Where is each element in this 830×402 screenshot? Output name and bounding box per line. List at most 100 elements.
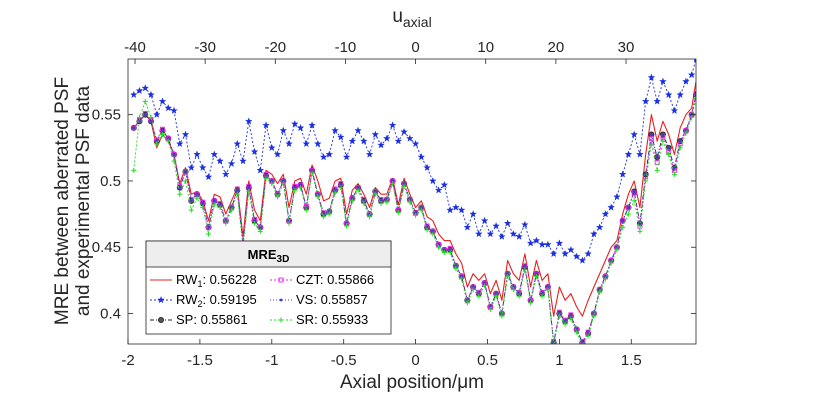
data-point bbox=[189, 199, 193, 203]
plot-frame bbox=[127, 58, 697, 345]
data-point bbox=[269, 181, 275, 187]
data-point bbox=[661, 133, 665, 136]
data-point bbox=[401, 183, 407, 189]
data-point bbox=[503, 219, 512, 227]
data-point bbox=[223, 220, 229, 226]
data-point bbox=[161, 129, 164, 132]
data-point bbox=[625, 205, 631, 210]
data-point bbox=[666, 151, 672, 157]
data-point bbox=[499, 313, 505, 319]
legend-entry-sr: SR: 0.55933 bbox=[270, 312, 368, 327]
data-point bbox=[630, 130, 638, 138]
data-point bbox=[424, 227, 430, 233]
data-point bbox=[546, 285, 550, 289]
data-point bbox=[158, 97, 167, 105]
data-point bbox=[308, 121, 316, 129]
data-point bbox=[477, 292, 481, 296]
data-point bbox=[131, 125, 137, 131]
data-point bbox=[206, 224, 211, 230]
data-point bbox=[545, 287, 551, 293]
data-point bbox=[578, 256, 587, 264]
data-point bbox=[367, 214, 373, 220]
data-point bbox=[604, 274, 607, 278]
data-point bbox=[253, 219, 256, 223]
data-point bbox=[314, 139, 322, 148]
data-point bbox=[417, 153, 426, 161]
y-tick-label: 0.55 bbox=[92, 107, 121, 124]
data-point bbox=[572, 252, 581, 260]
data-point bbox=[211, 202, 217, 208]
data-point bbox=[650, 133, 653, 136]
data-point bbox=[170, 106, 178, 114]
data-point bbox=[344, 223, 350, 229]
data-point bbox=[319, 153, 328, 161]
legend-label: SR: 0.55933 bbox=[296, 312, 368, 327]
data-point bbox=[637, 228, 643, 234]
data-point bbox=[452, 203, 460, 211]
data-point bbox=[556, 313, 562, 319]
legend-label-value: : 0.55866 bbox=[320, 272, 374, 287]
data-point bbox=[534, 272, 538, 276]
data-point bbox=[390, 181, 396, 187]
data-point bbox=[413, 212, 419, 218]
data-point bbox=[632, 190, 636, 193]
data-point bbox=[584, 249, 592, 258]
data-point bbox=[423, 163, 431, 171]
data-point bbox=[654, 167, 660, 173]
data-point bbox=[263, 175, 269, 181]
data-point bbox=[436, 244, 442, 250]
data-point bbox=[515, 232, 523, 240]
data-point bbox=[250, 147, 259, 156]
data-point bbox=[621, 219, 625, 223]
x-tick-label: 1 bbox=[555, 352, 563, 369]
data-point bbox=[315, 194, 321, 200]
data-point bbox=[463, 223, 472, 231]
data-point bbox=[440, 180, 449, 189]
data-point bbox=[268, 143, 276, 152]
top-x-tick-label: 30 bbox=[618, 39, 635, 56]
data-point bbox=[659, 77, 667, 85]
data-point bbox=[388, 121, 397, 129]
data-point bbox=[590, 229, 598, 238]
data-point bbox=[286, 220, 292, 226]
data-point bbox=[175, 139, 184, 148]
data-point bbox=[448, 248, 452, 252]
series-vs bbox=[132, 93, 696, 344]
data-point bbox=[557, 312, 561, 315]
data-point bbox=[129, 90, 138, 99]
data-point bbox=[181, 130, 190, 138]
x-tick-label: -2 bbox=[121, 352, 134, 369]
legend-label-sub: 1 bbox=[197, 279, 202, 289]
data-point bbox=[252, 220, 258, 226]
data-point bbox=[431, 229, 435, 233]
data-point bbox=[602, 276, 608, 282]
data-point bbox=[273, 150, 282, 158]
data-point bbox=[171, 158, 177, 164]
data-point bbox=[384, 199, 390, 205]
data-point bbox=[373, 190, 377, 193]
data-point bbox=[614, 247, 620, 253]
data-point bbox=[677, 145, 683, 151]
data-point bbox=[601, 210, 610, 218]
data-point bbox=[285, 139, 293, 148]
data-point bbox=[429, 176, 437, 185]
data-point bbox=[569, 314, 573, 318]
data-point bbox=[540, 292, 544, 296]
y-tick-label: 0.45 bbox=[92, 239, 121, 256]
data-point bbox=[310, 168, 314, 172]
data-point bbox=[654, 159, 660, 165]
data-point bbox=[141, 84, 150, 92]
data-point bbox=[486, 229, 495, 238]
data-point bbox=[371, 130, 380, 138]
legend-label-value: : 0.59195 bbox=[202, 292, 256, 307]
series-rw2 bbox=[129, 59, 696, 264]
legend-label-name: SR bbox=[296, 312, 314, 327]
data-point bbox=[526, 239, 535, 247]
data-point bbox=[331, 126, 339, 134]
legend-title: MRE3D bbox=[248, 247, 290, 265]
data-point bbox=[135, 86, 144, 95]
data-point bbox=[521, 220, 529, 228]
data-point bbox=[549, 249, 558, 258]
data-point bbox=[293, 186, 297, 189]
data-point bbox=[201, 202, 205, 205]
